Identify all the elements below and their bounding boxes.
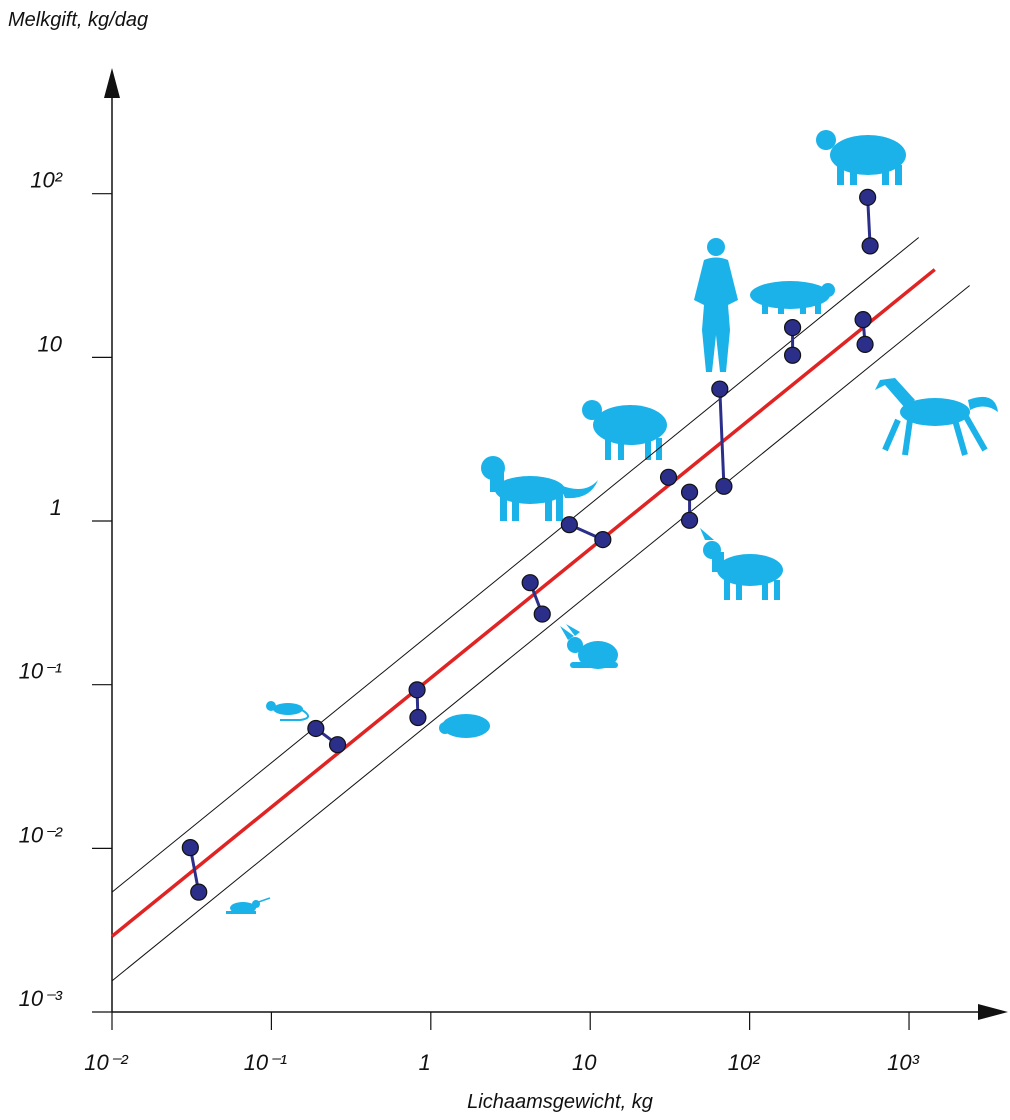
rabbit-icon [560, 624, 618, 669]
horse-icon [875, 378, 998, 455]
y-tick-label: 10⁻¹ [19, 659, 62, 684]
goat-icon [700, 528, 783, 600]
axes [112, 90, 985, 1012]
data-point [330, 737, 346, 753]
x-axis-arrow [978, 1004, 1008, 1020]
data-point [191, 884, 207, 900]
hamster-icon [439, 714, 490, 738]
fit-line [112, 285, 970, 980]
x-tick-label: 10² [728, 1050, 760, 1075]
data-point [682, 484, 698, 500]
woman-icon [694, 238, 738, 372]
data-point [410, 710, 426, 726]
y-axis-arrow [104, 68, 120, 98]
pair-link [720, 389, 724, 486]
data-point [308, 720, 324, 736]
data-point [561, 517, 577, 533]
data-point [522, 575, 538, 591]
data-point [855, 312, 871, 328]
rat-icon [266, 701, 308, 720]
fit-line [112, 270, 935, 937]
data-point [785, 320, 801, 336]
x-axis-title: Lichaamsgewicht, kg [467, 1091, 653, 1113]
data-point [860, 189, 876, 205]
data-point [857, 336, 873, 352]
y-tick-label: 10⁻² [19, 822, 63, 847]
y-tick-label: 10² [30, 168, 62, 193]
chart: Melkgift, kg/dag Lichaamsgewicht, kg 10⁻… [0, 0, 1010, 1120]
cow-icon [816, 130, 906, 185]
data-point [409, 682, 425, 698]
data-point [712, 381, 728, 397]
data-point [595, 532, 611, 548]
data-point [862, 238, 878, 254]
data-point [534, 606, 550, 622]
data-point [785, 347, 801, 363]
dog-icon [481, 456, 598, 521]
animal-silhouettes [226, 130, 998, 914]
pig-icon [750, 281, 835, 314]
x-tick-label: 1 [419, 1050, 431, 1075]
data-point [182, 840, 198, 856]
x-tick-label: 10 [572, 1050, 597, 1075]
y-tick-label: 1 [50, 495, 62, 520]
y-axis-title: Melkgift, kg/dag [8, 9, 148, 31]
mouse-icon [226, 898, 270, 914]
data-point [716, 478, 732, 494]
data-point [661, 469, 677, 485]
fit-line [112, 238, 919, 893]
sheep-icon [582, 400, 667, 460]
data-point [682, 512, 698, 528]
x-tick-label: 10⁻² [84, 1050, 128, 1075]
x-tick-label: 10³ [887, 1050, 919, 1075]
y-tick-label: 10 [38, 331, 63, 356]
y-tick-label: 10⁻³ [19, 986, 63, 1011]
x-tick-label: 10⁻¹ [244, 1050, 287, 1075]
